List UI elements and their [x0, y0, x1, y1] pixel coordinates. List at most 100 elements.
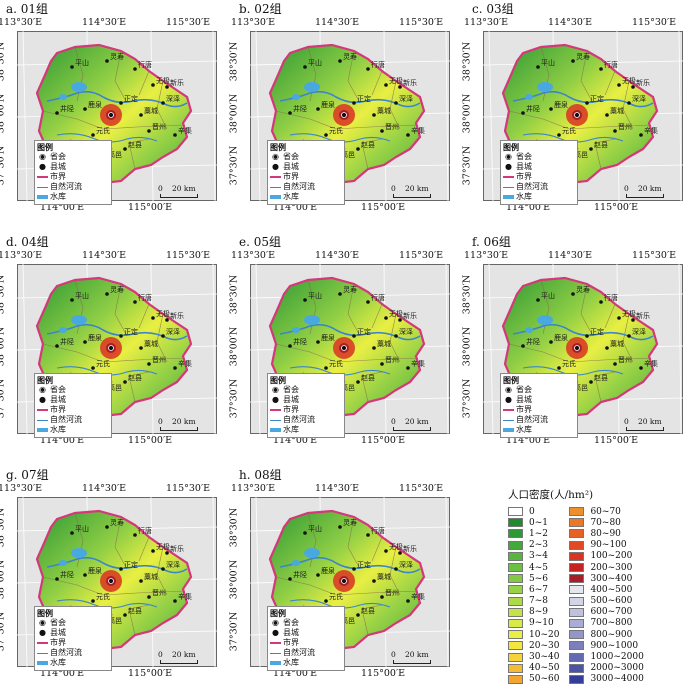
legend-item-county: ● 县城: [270, 162, 342, 172]
tick-bottom-right: 115°00′E: [128, 435, 173, 446]
legend-label: 水库: [50, 425, 66, 434]
tick-top-mid: 114°30′E: [315, 483, 360, 494]
density-range-label: 60~70: [590, 506, 621, 517]
tick-top-left: 113°30′E: [464, 250, 509, 261]
legend-label: 省会: [50, 618, 66, 627]
density-range-label: 10~20: [529, 629, 560, 640]
density-legend-item: 500~600: [569, 596, 643, 607]
color-swatch: [569, 574, 585, 584]
county-seat-dot: [631, 318, 635, 322]
scale-bar-line: [626, 194, 664, 198]
legend-label: 水库: [516, 192, 532, 201]
density-range-label: 20~30: [529, 640, 560, 651]
color-swatch: [508, 585, 523, 595]
county-seat-label: 元氏: [329, 359, 343, 368]
county-seat-dot: [631, 85, 635, 89]
color-swatch: [569, 518, 585, 528]
county-seat-dot: [521, 344, 525, 348]
map-legend: 图例 ◉ 省会 ● 县城 市界 自然河流 水库: [267, 606, 345, 671]
panel-title: e. 05组: [239, 235, 282, 249]
map-legend-title: 图例: [270, 142, 286, 152]
river-line-icon: [270, 419, 281, 421]
county-seat-label: 平山: [75, 524, 89, 533]
tick-top-mid: 114°30′E: [82, 17, 127, 28]
density-range-label: 2~3: [529, 540, 548, 551]
county-seat-dot: [91, 133, 95, 137]
county-seat-label: 灵寿: [343, 285, 357, 294]
tick-bottom-right: 115°00′E: [361, 435, 406, 446]
county-seat-dot: [571, 59, 575, 63]
county-seat-label: 正定: [357, 560, 371, 569]
scale-zero: 0: [158, 184, 163, 193]
county-seat-label: 藁城: [377, 339, 391, 348]
reservoir-small: [292, 94, 300, 100]
county-seat-dot: [55, 111, 59, 115]
county-seat-dot: [147, 595, 151, 599]
county-seat-label: 正定: [357, 327, 371, 336]
provincial-capital-symbol: [574, 345, 580, 351]
legend-item-river: 自然河流: [270, 182, 342, 192]
map-panel-5: e. 05组 113°30′E 114°30′E 115°30′E 114°00…: [229, 233, 458, 458]
county-seat-dot: [83, 107, 87, 111]
county-seat-dot: [173, 366, 177, 370]
tick-lat-left-1: 38°30′N: [461, 274, 473, 315]
reservoir: [71, 548, 87, 558]
legend-label: 市界: [516, 172, 532, 181]
legend-item-county: ● 县城: [503, 395, 575, 405]
county-seat-dot: [549, 107, 553, 111]
county-seat-dot: [105, 525, 109, 529]
density-legend-item: 1000~2000: [569, 651, 644, 662]
map-panel-2: b. 02组 113°30′E 114°30′E 115°30′E 114°00…: [229, 0, 458, 225]
density-legend-item: 9~10: [508, 618, 559, 629]
density-range-label: 3000~4000: [590, 674, 644, 685]
tick-lat-left-2: 38°00′N: [0, 326, 7, 367]
map-legend-title: 图例: [270, 375, 286, 385]
county-seat-label: 辛集: [644, 359, 658, 368]
legend-item-county: ● 县城: [503, 162, 575, 172]
county-seat-label: 鹿泉: [321, 100, 335, 109]
county-seat-label: 平山: [308, 58, 322, 67]
map-legend: 图例 ◉ 省会 ● 县城 市界 自然河流 水库: [34, 140, 112, 205]
county-seat-label: 深泽: [399, 327, 413, 336]
density-range-label: 90~100: [590, 540, 627, 551]
county-seat-dot: [384, 316, 388, 320]
county-seat-dot: [380, 362, 384, 366]
county-seat-label: 鹿泉: [554, 100, 568, 109]
county-seat-label: 行唐: [604, 293, 618, 302]
reservoir-swatch-icon: [270, 661, 281, 665]
county-seat-dot: [398, 551, 402, 555]
tick-lat-left-2: 38°00′N: [228, 326, 240, 367]
tick-bottom-left: 114°00′E: [506, 435, 551, 446]
scale-distance: 20 km: [172, 184, 196, 193]
legend-label: 水库: [283, 658, 299, 667]
color-swatch: [569, 551, 585, 561]
county-seat-dot: [585, 334, 589, 338]
reservoir: [71, 82, 87, 92]
reservoir-swatch-icon: [503, 195, 514, 199]
county-seat-dot: [406, 599, 410, 603]
map-panel-3: c. 03组 113°30′E 114°30′E 115°30′E 114°00…: [462, 0, 691, 225]
river-hutuo: [279, 90, 421, 108]
scale-bar: 0 20 km: [158, 184, 204, 198]
county-seat-label: 无极: [156, 309, 170, 318]
county-seat-dot: [123, 613, 127, 617]
tick-top-left: 113°30′E: [231, 17, 276, 28]
scale-bar-line: [160, 660, 198, 664]
tick-bottom-right: 115°00′E: [128, 202, 173, 213]
county-seat-label: 井陉: [293, 104, 307, 113]
density-range-label: 2000~3000: [590, 663, 644, 674]
reservoir-swatch-icon: [37, 195, 48, 199]
county-seat-label: 无极: [622, 309, 636, 318]
reservoir: [537, 315, 553, 325]
reservoir-swatch-icon: [503, 428, 514, 432]
star-dot-icon: ◉: [39, 618, 46, 627]
county-seat-dot: [571, 292, 575, 296]
color-swatch: [569, 596, 585, 606]
county-seat-dot: [605, 346, 609, 350]
county-seat-label: 平山: [308, 524, 322, 533]
county-seat-label: 深泽: [399, 560, 413, 569]
scale-distance: 20 km: [172, 417, 196, 426]
county-seat-label: 高邑: [341, 150, 355, 159]
legend-item-county: ● 县城: [37, 395, 109, 405]
legend-label: 自然河流: [50, 415, 82, 424]
